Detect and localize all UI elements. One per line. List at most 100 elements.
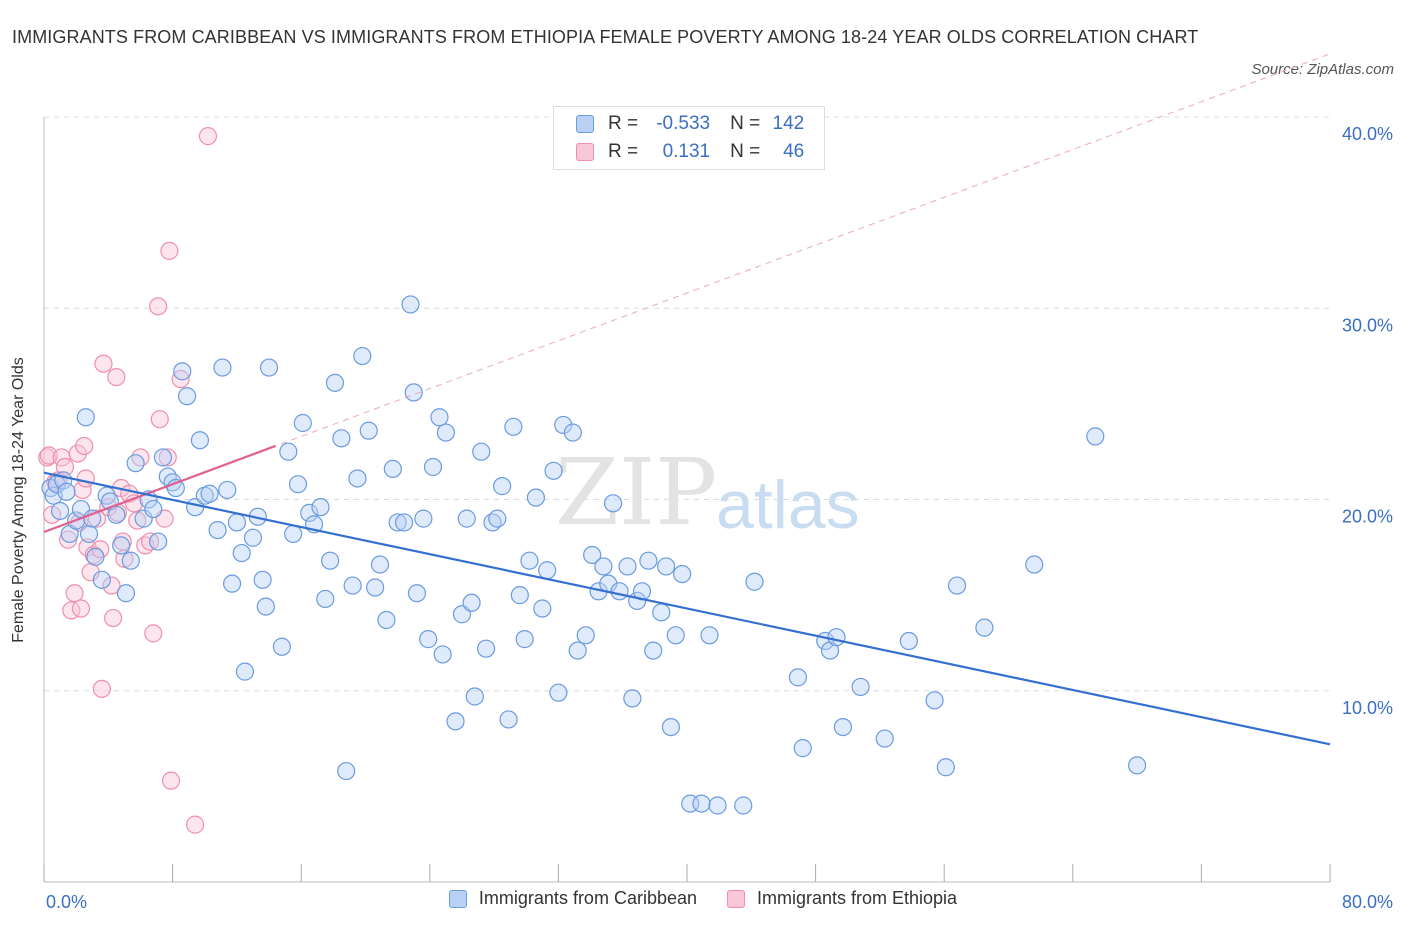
- caribbean-point: [316, 589, 335, 609]
- caribbean-point: [644, 641, 663, 660]
- caribbean-point: [107, 505, 126, 524]
- caribbean-point: [332, 429, 351, 448]
- caribbean-point: [639, 551, 658, 570]
- caribbean-point: [97, 486, 116, 505]
- caribbean-point: [462, 593, 481, 612]
- ethiopia-point: [94, 354, 113, 373]
- caribbean-point: [227, 513, 246, 532]
- caribbean-point: [144, 499, 163, 519]
- caribbean-point: [213, 358, 232, 377]
- caribbean-point: [623, 689, 642, 708]
- caribbean-point: [50, 501, 70, 521]
- ethiopia-point: [161, 771, 181, 790]
- legend-n-label: N =: [730, 141, 761, 162]
- caribbean-point: [407, 584, 427, 603]
- caribbean-point: [235, 662, 255, 681]
- caribbean-point: [1025, 555, 1044, 574]
- ethiopia-point: [65, 584, 84, 603]
- y-tick-label: 10.0%: [1342, 698, 1393, 718]
- ethiopia-point: [92, 679, 111, 698]
- caribbean-point: [734, 796, 753, 815]
- caribbean-point: [504, 417, 523, 436]
- caribbean-point: [377, 610, 396, 630]
- caribbean-point: [112, 536, 131, 555]
- caribbean-point: [533, 599, 552, 618]
- legend-row-ethiopia: R = 0.131 N = 46: [576, 140, 804, 164]
- caribbean-point: [446, 712, 465, 731]
- ethiopia-trend-extension: [43, 53, 1331, 533]
- series-label-ethiopia: Immigrants from Ethiopia: [757, 888, 958, 908]
- caribbean-point: [284, 524, 303, 544]
- legend-swatch-ethiopia: [576, 143, 594, 161]
- series-legend: Immigrants from Caribbean Immigrants fro…: [0, 888, 1406, 909]
- caribbean-point: [549, 683, 568, 702]
- caribbean-point: [563, 423, 582, 442]
- caribbean-point: [177, 387, 197, 406]
- caribbean-point: [279, 442, 298, 461]
- caribbean-point: [476, 639, 496, 658]
- ethiopia-point: [186, 815, 205, 834]
- y-tick-label: 30.0%: [1342, 315, 1393, 335]
- ethiopia-point: [128, 511, 147, 530]
- caribbean-point: [975, 618, 994, 637]
- caribbean-point: [388, 513, 407, 532]
- caribbean-point: [538, 561, 557, 580]
- caribbean-point: [692, 794, 711, 813]
- tick-labels: 10.0% 20.0% 30.0% 40.0% 0.0% 80.0%: [46, 124, 1393, 912]
- y-tick-label: 40.0%: [1342, 124, 1393, 144]
- legend-swatch-caribbean: [576, 115, 594, 133]
- caribbean-point: [208, 520, 227, 540]
- x-tick-label: 0.0%: [46, 892, 87, 912]
- series-swatch-ethiopia: [727, 889, 745, 908]
- caribbean-point: [673, 564, 692, 584]
- caribbean-point: [134, 509, 153, 528]
- caribbean-point: [436, 423, 455, 442]
- caribbean-point: [325, 373, 345, 392]
- caribbean-point: [419, 630, 438, 649]
- caribbean-point: [661, 717, 681, 737]
- legend-n-value: 46: [783, 141, 805, 162]
- caribbean-point: [243, 528, 263, 547]
- caribbean-point: [618, 557, 637, 576]
- ethiopia-point: [171, 369, 190, 389]
- caribbean-point: [218, 480, 237, 500]
- caribbean-point: [57, 482, 76, 501]
- caribbean-point: [300, 503, 319, 522]
- caribbean-point: [200, 484, 219, 503]
- caribbean-point: [515, 630, 534, 649]
- caribbean-point: [603, 494, 623, 513]
- chart-title: IMMIGRANTS FROM CARIBBEAN VS IMMIGRANTS …: [12, 27, 1199, 47]
- ethiopia-point: [104, 608, 123, 628]
- series-label-caribbean: Immigrants from Caribbean: [478, 888, 697, 908]
- caribbean-point: [833, 717, 853, 737]
- caribbean-point: [353, 346, 372, 366]
- legend-row-caribbean: R = -0.533 N = 142: [576, 112, 804, 136]
- caribbean-point: [293, 413, 312, 433]
- caribbean-point: [700, 626, 719, 645]
- trend-lines: [43, 53, 1331, 746]
- caribbean-point: [190, 431, 210, 450]
- ethiopia-point: [55, 457, 74, 477]
- caribbean-point: [666, 626, 685, 645]
- caribbean-point: [288, 475, 308, 494]
- series-legend-ethiopia: Immigrants from Ethiopia: [727, 888, 957, 909]
- series-swatch-caribbean: [448, 889, 467, 908]
- caribbean-point: [383, 459, 402, 478]
- caribbean-point: [76, 408, 95, 427]
- caribbean-point: [173, 362, 192, 381]
- x-tick-label: 80.0%: [1342, 892, 1393, 912]
- caribbean-point: [657, 557, 676, 576]
- legend-n-value: 142: [772, 113, 805, 134]
- caribbean-point: [337, 761, 356, 781]
- ethiopia-point: [102, 576, 121, 595]
- caribbean-point: [1127, 756, 1147, 775]
- caribbean-point: [222, 574, 242, 593]
- caribbean-point: [370, 555, 390, 574]
- caribbean-point: [153, 448, 173, 467]
- caribbean-point: [311, 498, 330, 517]
- watermark-zip: ZIP: [555, 439, 717, 546]
- caribbean-point: [414, 509, 433, 528]
- stats-legend: R = -0.533 N = 142 R = 0.131 N = 46: [553, 106, 825, 170]
- caribbean-point: [259, 358, 279, 377]
- caribbean-point: [116, 584, 136, 603]
